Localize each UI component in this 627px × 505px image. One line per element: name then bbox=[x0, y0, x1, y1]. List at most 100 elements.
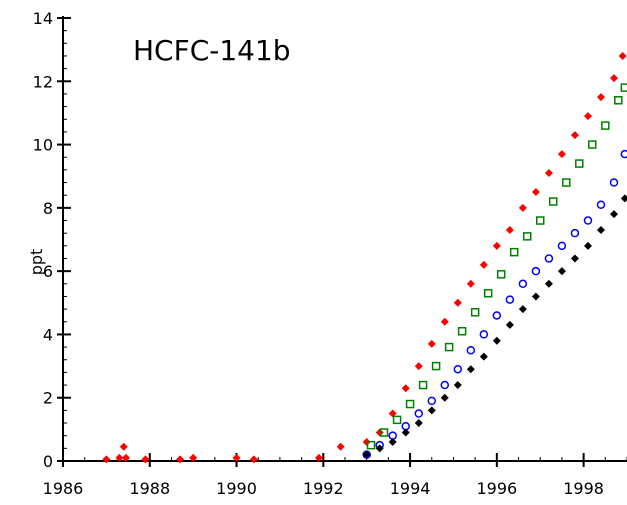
data-point bbox=[401, 428, 410, 437]
data-point bbox=[470, 308, 480, 317]
y-tick-label: 8 bbox=[43, 199, 53, 218]
data-point bbox=[414, 362, 423, 371]
data-point bbox=[453, 364, 463, 374]
data-point bbox=[531, 292, 540, 301]
data-point bbox=[466, 346, 476, 355]
data-point bbox=[620, 194, 627, 203]
data-point bbox=[440, 380, 450, 390]
data-point bbox=[141, 455, 150, 464]
y-tick-label: 0 bbox=[43, 452, 53, 471]
data-point bbox=[249, 455, 258, 464]
chart-title: HCFC-141b bbox=[133, 34, 291, 67]
data-point bbox=[453, 298, 462, 307]
data-point bbox=[518, 305, 527, 314]
data-point bbox=[388, 409, 397, 418]
data-point bbox=[440, 393, 449, 402]
data-point bbox=[557, 241, 567, 251]
data-point bbox=[418, 380, 428, 390]
data-point bbox=[366, 440, 376, 450]
y-tick-label: 10 bbox=[33, 136, 53, 155]
data-point bbox=[492, 311, 502, 320]
data-point bbox=[479, 260, 488, 269]
data-point bbox=[531, 266, 541, 276]
data-point bbox=[509, 247, 519, 257]
data-point bbox=[522, 232, 532, 241]
data-point bbox=[531, 188, 540, 197]
data-point bbox=[544, 169, 553, 178]
data-point bbox=[189, 453, 198, 462]
data-point bbox=[620, 149, 627, 159]
data-point bbox=[362, 438, 371, 447]
data-point bbox=[583, 241, 592, 250]
data-point bbox=[609, 210, 618, 219]
data-point bbox=[596, 93, 605, 102]
data-point bbox=[575, 159, 584, 168]
data-point bbox=[492, 241, 501, 250]
data-point bbox=[618, 51, 627, 60]
data-point bbox=[466, 365, 475, 374]
x-tick-label: 1998 bbox=[563, 479, 604, 498]
data-point bbox=[518, 279, 528, 289]
x-tick-label: 1992 bbox=[303, 479, 344, 498]
data-point bbox=[405, 399, 415, 409]
data-point bbox=[401, 384, 410, 393]
data-point bbox=[479, 330, 489, 339]
data-point bbox=[601, 121, 610, 130]
y-tick-label: 2 bbox=[43, 389, 53, 408]
data-point bbox=[457, 327, 467, 336]
data-point bbox=[427, 406, 436, 415]
data-point bbox=[102, 455, 111, 464]
points-layer bbox=[102, 51, 627, 464]
data-point bbox=[362, 450, 371, 459]
data-point bbox=[548, 197, 558, 206]
y-tick-label: 6 bbox=[43, 262, 53, 281]
data-point bbox=[453, 381, 462, 390]
data-point bbox=[557, 150, 566, 159]
data-point bbox=[479, 352, 488, 361]
data-point bbox=[570, 254, 579, 263]
x-tick-label: 1988 bbox=[129, 479, 170, 498]
data-point bbox=[614, 96, 623, 105]
data-point bbox=[466, 279, 475, 288]
data-point bbox=[427, 396, 437, 406]
y-tick-label: 4 bbox=[43, 325, 53, 344]
y-axis-label: ppt bbox=[27, 249, 46, 276]
data-point bbox=[388, 438, 397, 447]
data-point bbox=[596, 200, 606, 209]
data-point bbox=[119, 442, 128, 451]
data-point bbox=[583, 216, 593, 225]
data-point bbox=[505, 295, 515, 304]
data-point bbox=[535, 216, 545, 225]
data-point bbox=[414, 419, 423, 428]
data-point bbox=[232, 453, 241, 462]
data-point bbox=[544, 254, 554, 263]
data-point bbox=[620, 83, 627, 92]
data-point bbox=[176, 455, 185, 464]
data-point bbox=[444, 342, 454, 352]
y-tick-label: 14 bbox=[33, 9, 53, 28]
data-point bbox=[557, 267, 566, 276]
data-point bbox=[492, 336, 501, 345]
data-point bbox=[392, 415, 402, 425]
data-point bbox=[427, 339, 436, 348]
data-point bbox=[121, 453, 130, 462]
data-point bbox=[583, 112, 592, 121]
data-point bbox=[314, 453, 323, 462]
data-point bbox=[440, 317, 449, 326]
data-point bbox=[588, 140, 597, 149]
data-point bbox=[505, 320, 514, 329]
data-point bbox=[414, 409, 424, 418]
data-point bbox=[544, 279, 553, 288]
data-point bbox=[336, 442, 345, 451]
data-point bbox=[609, 74, 618, 83]
data-point bbox=[483, 289, 493, 298]
data-point bbox=[375, 444, 384, 453]
x-tick-label: 1996 bbox=[476, 479, 517, 498]
data-point bbox=[596, 226, 605, 235]
data-point bbox=[431, 361, 441, 371]
data-point bbox=[505, 226, 514, 235]
x-tick-label: 1994 bbox=[390, 479, 431, 498]
x-tick-label: 1990 bbox=[216, 479, 257, 498]
axes-layer: 0 2 4 6 8 10 12 14 1986 1988 1990 1992 1994 1996 1998 bbox=[33, 9, 627, 498]
